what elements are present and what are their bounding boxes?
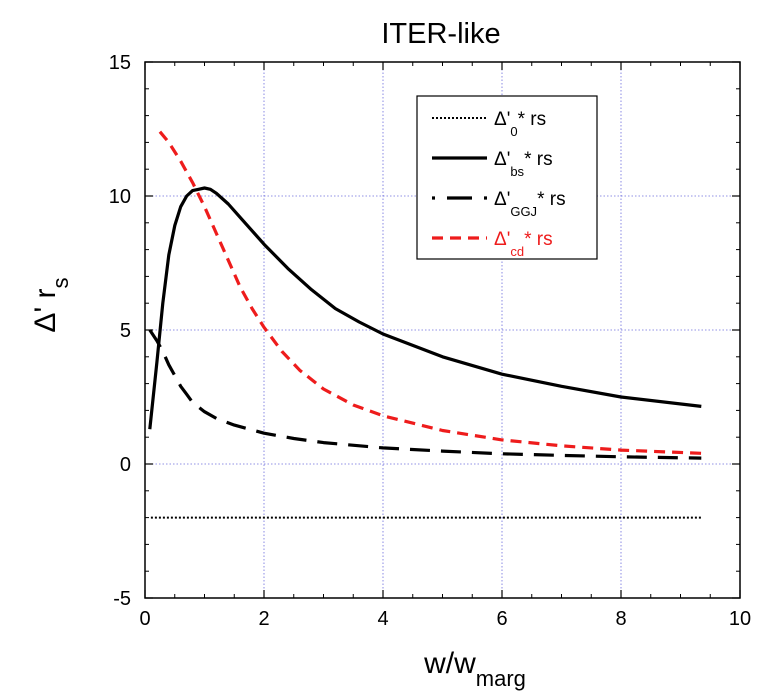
legend-label-1: Δ'0* rs	[494, 109, 546, 139]
legend-label-4: Δ'cd* rs	[494, 229, 553, 259]
plot-frame	[144, 61, 741, 599]
y-axis-title-letter: r	[29, 288, 62, 298]
y-axis-title-subscript: s	[48, 277, 73, 288]
series-line-4	[158, 130, 702, 455]
x-axis-title: w/wmarg	[423, 647, 526, 691]
y-axis-title: Δ' rs	[29, 277, 73, 332]
y-tick-label: 5	[120, 320, 131, 342]
y-tick-label: 15	[109, 52, 131, 74]
y-axis-title-main: Δ'	[29, 307, 62, 333]
series-line-2	[148, 186, 702, 430]
legend-label-2: Δ'bs* rs	[494, 149, 553, 179]
series-layer	[148, 130, 702, 519]
x-axis-title-main: w/w	[423, 647, 476, 680]
x-tick-label: 0	[139, 608, 150, 630]
x-axis-title-subscript: marg	[476, 666, 526, 691]
legend-label-3: Δ'GGJ* rs	[494, 189, 566, 219]
x-tick-label: 6	[496, 608, 507, 630]
y-tick-label: -5	[113, 588, 131, 610]
y-tick-label: 10	[109, 186, 131, 208]
x-tick-label: 10	[729, 608, 751, 630]
x-tick-label: 4	[377, 608, 388, 630]
y-axis-title-gap	[29, 298, 62, 306]
legend-box	[416, 95, 598, 260]
y-tick-label: 0	[120, 454, 131, 476]
x-tick-label: 8	[615, 608, 626, 630]
legend: Δ'0* rs Δ'bs* rs Δ'GGJ* rs Δ'cd* rs	[416, 95, 598, 260]
series-line-3	[148, 329, 702, 460]
chart-title: ITER-like	[381, 18, 500, 50]
tick-labels: 0 2 4 6 8 10 -5 0 5 10 15	[109, 52, 751, 630]
x-tick-label: 2	[258, 608, 269, 630]
